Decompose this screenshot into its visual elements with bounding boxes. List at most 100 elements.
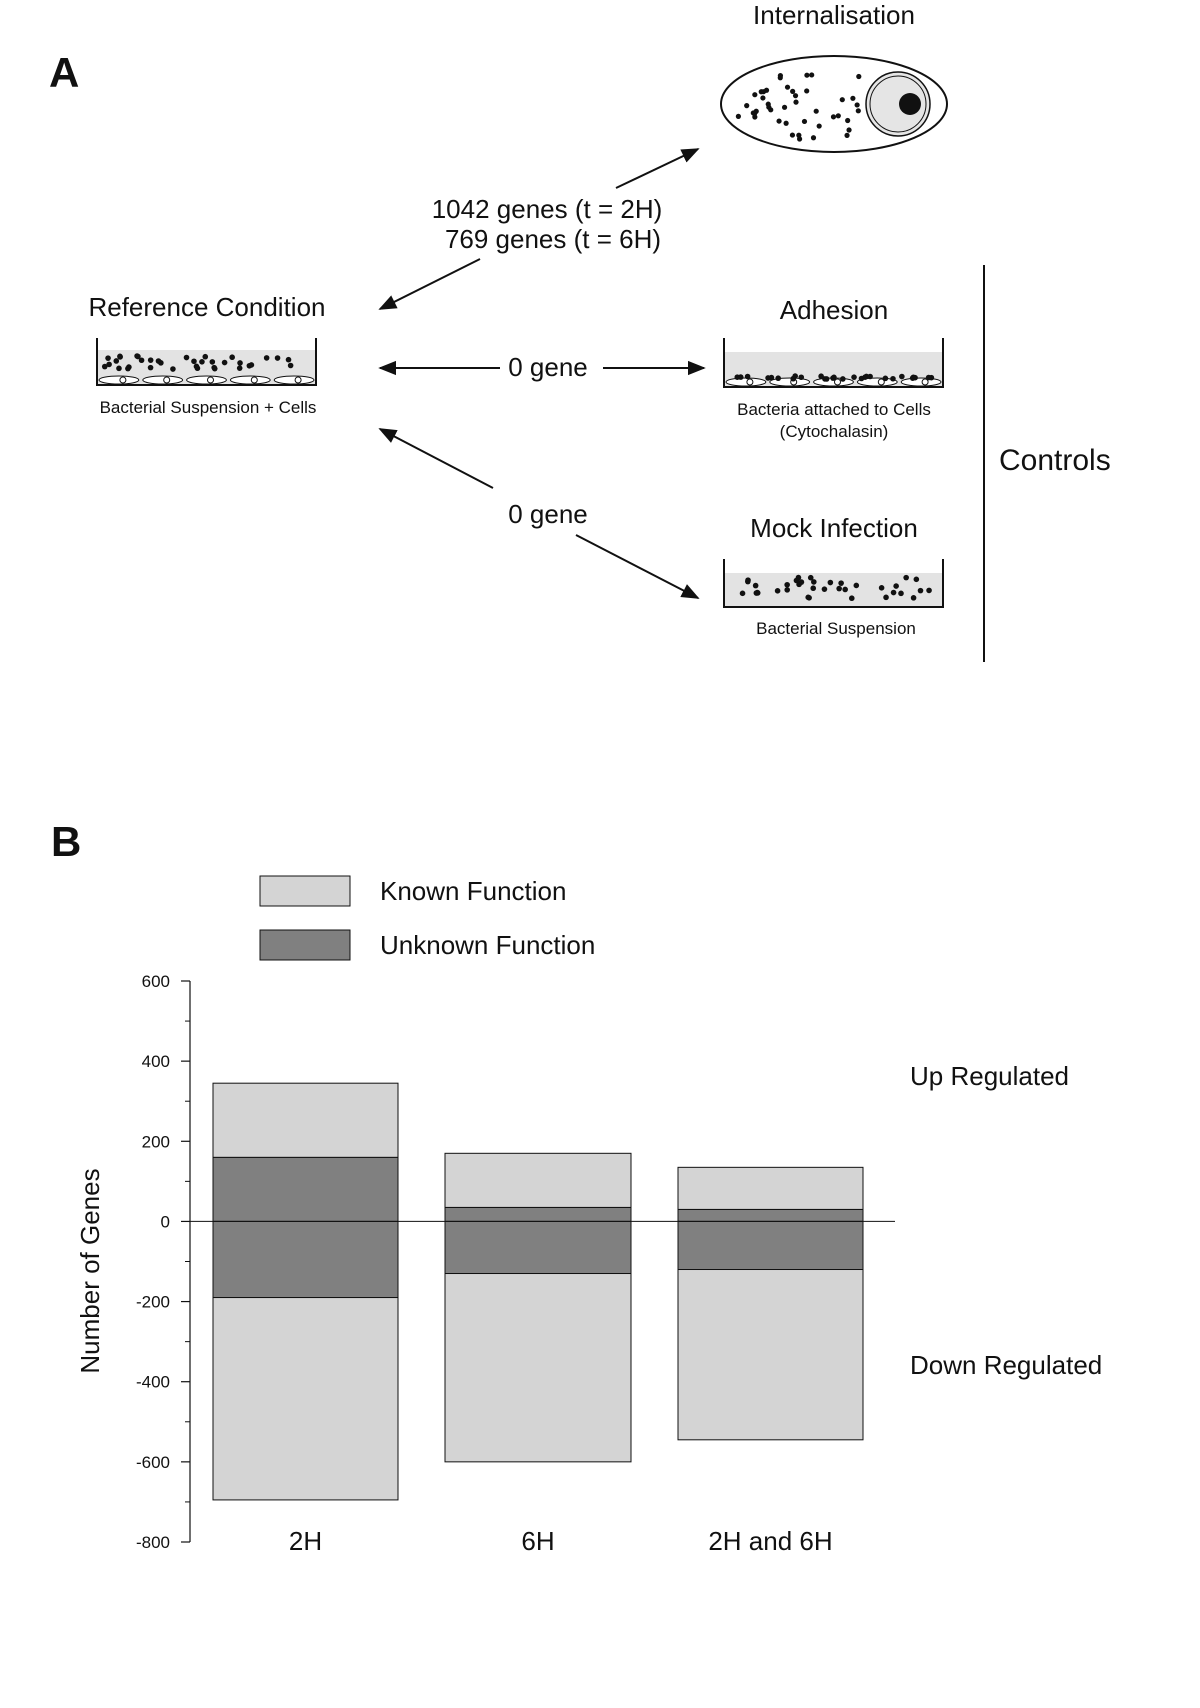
bacterium <box>754 589 761 596</box>
bacterium <box>855 108 861 114</box>
bacterium <box>790 88 796 94</box>
bacterium <box>784 84 791 90</box>
nucleus <box>921 378 929 386</box>
bar-segment <box>212 1220 399 1299</box>
label: Adhesion <box>780 295 888 325</box>
bacterium <box>821 586 828 592</box>
bacterium <box>211 365 218 372</box>
bacterium <box>926 587 932 594</box>
arrow <box>378 258 481 310</box>
host-cell <box>900 377 942 387</box>
bacterium <box>274 355 281 361</box>
nucleus <box>294 376 302 384</box>
bacterium <box>766 104 772 110</box>
host-cell <box>229 375 271 385</box>
bacterium <box>777 72 784 79</box>
annotation: Up Regulated <box>910 1061 1069 1091</box>
panel-b: B Number of Genes Up Regulated Down Regu… <box>51 818 1102 1556</box>
bacterium <box>813 108 819 114</box>
y-axis-label: Number of Genes <box>75 1168 105 1373</box>
bacterium <box>775 375 781 382</box>
dish <box>723 338 944 388</box>
annotation: Down Regulated <box>910 1350 1102 1380</box>
panel-a: A Internalisation 1042 genes (t = 2H) 76… <box>49 0 1111 662</box>
bacterium <box>846 127 852 133</box>
bacterium <box>789 132 796 138</box>
vacuole <box>865 71 931 137</box>
nucleus <box>899 93 921 115</box>
nucleus <box>207 376 214 384</box>
y-tick-label: 600 <box>142 972 170 991</box>
bacterium <box>854 102 860 108</box>
bacterium <box>913 576 920 583</box>
bacterium <box>856 73 862 80</box>
legend-label: Known Function <box>380 876 566 906</box>
bacterium <box>827 579 834 586</box>
y-tick-label: 400 <box>142 1052 170 1071</box>
label: 1042 genes (t = 2H) <box>432 194 663 224</box>
bacterium <box>839 97 845 103</box>
y-tick-label: 200 <box>142 1132 170 1151</box>
bacterium <box>744 103 750 109</box>
bacterium <box>804 88 810 94</box>
nucleus <box>746 378 754 386</box>
bacterium <box>745 577 751 583</box>
bacterium <box>910 595 917 601</box>
dish <box>723 559 944 608</box>
bacterium <box>183 354 190 361</box>
bar-segment <box>444 1206 632 1222</box>
bar-segment <box>677 1269 864 1441</box>
bacterium <box>147 357 154 363</box>
bacterium <box>801 118 808 125</box>
nucleus <box>163 376 171 384</box>
bacterium <box>202 353 209 360</box>
y-tick-label: 0 <box>161 1212 170 1231</box>
bacterium <box>883 594 889 601</box>
y-tick-label: -600 <box>136 1453 170 1472</box>
host-cell <box>98 375 140 385</box>
bacterium <box>898 590 904 597</box>
bacterium <box>760 95 766 101</box>
bacterium <box>285 356 292 363</box>
bar-segment <box>444 1152 632 1208</box>
bacterium <box>191 358 197 365</box>
bacterium <box>893 583 899 589</box>
bacterium <box>823 376 830 382</box>
bacterium <box>784 587 791 593</box>
bacterium <box>840 376 846 382</box>
bacterium <box>890 589 897 596</box>
bacterium <box>106 361 112 368</box>
bacterium <box>842 586 848 593</box>
x-tick-label: 6H <box>521 1526 554 1556</box>
bar-segment <box>212 1082 399 1158</box>
nucleus <box>834 378 841 386</box>
bacterium <box>248 362 255 368</box>
bacterium <box>831 374 837 381</box>
bacterium <box>890 375 896 382</box>
bacterium <box>138 357 145 364</box>
label: 0 gene <box>508 352 588 382</box>
bar-segment <box>677 1208 864 1222</box>
bacterium <box>193 363 200 370</box>
bacterium <box>844 132 850 138</box>
bacterium <box>830 114 837 120</box>
bacterium <box>199 359 205 365</box>
bar-segment <box>212 1297 399 1501</box>
bacterium <box>774 588 781 594</box>
bacterium <box>125 365 131 372</box>
nucleus <box>250 376 258 384</box>
vacuole <box>869 75 927 133</box>
bacterium <box>848 595 855 602</box>
bacterium <box>798 374 805 381</box>
bacterium <box>793 99 799 105</box>
label: Controls <box>999 444 1111 477</box>
bacterium <box>734 374 741 380</box>
bacterium <box>236 365 243 371</box>
arrow <box>615 148 700 189</box>
legend-swatch <box>259 929 351 961</box>
bacterium <box>117 354 123 360</box>
bacterium <box>809 72 815 78</box>
bacterium <box>899 373 905 380</box>
bacterium <box>851 374 857 380</box>
